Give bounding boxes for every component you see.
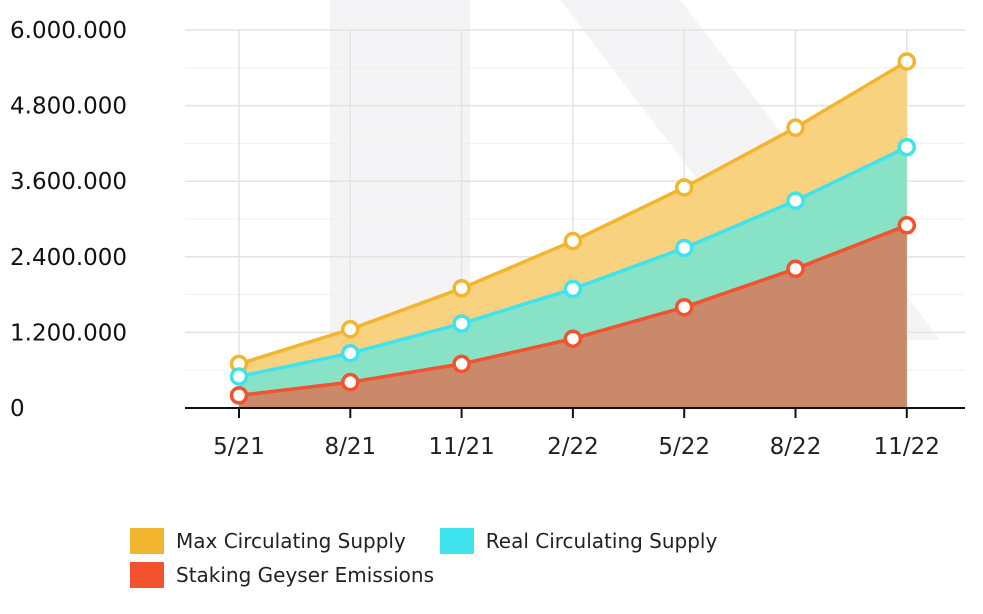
data-point-series-0[interactable] xyxy=(674,178,694,197)
y-tick-label: 6.000.000 xyxy=(10,18,127,44)
y-tick-label: 2.400.000 xyxy=(10,245,127,271)
data-point-series-2[interactable] xyxy=(229,386,249,405)
x-tick-label: 11/22 xyxy=(874,434,940,460)
y-axis-ticks: 0 1.200.000 2.400.000 3.600.000 4.800.000 6.0… xyxy=(10,18,127,422)
data-point-series-1[interactable] xyxy=(341,343,360,363)
area-chart: 0 1.200.000 2.400.000 3.600.000 4.800.000 6.0… xyxy=(10,0,965,460)
data-point-series-1[interactable] xyxy=(452,314,471,333)
legend-item-staking-geyser-emissions[interactable]: Staking Geyser Emissions xyxy=(130,562,434,588)
data-point-series-2[interactable] xyxy=(674,297,694,317)
x-axis-ticks: 5/21 8/21 11/21 2/22 5/22 8/22 11/22 xyxy=(213,434,940,460)
data-point-series-0[interactable] xyxy=(563,231,583,251)
legend-item-max-circulating-supply[interactable]: Max Circulating Supply xyxy=(130,528,406,554)
legend-swatch-staking xyxy=(130,562,164,588)
data-point-series-2[interactable] xyxy=(452,354,471,374)
data-point-series-1[interactable] xyxy=(897,137,917,157)
legend-label-staking: Staking Geyser Emissions xyxy=(176,563,435,587)
data-point-series-0[interactable] xyxy=(452,279,471,298)
data-point-series-0[interactable] xyxy=(897,52,917,71)
chart-legend: Max Circulating Supply Real Circulating … xyxy=(130,524,890,592)
y-tick-label: 4.800.000 xyxy=(10,94,127,120)
area-series-2 xyxy=(239,225,907,408)
legend-swatch-real xyxy=(439,528,474,554)
x-tick-label: 5/21 xyxy=(213,434,265,460)
data-point-series-1[interactable] xyxy=(563,279,583,299)
y-tick-label: 0 xyxy=(10,396,25,422)
x-tick-label: 5/22 xyxy=(658,434,710,460)
data-point-series-1[interactable] xyxy=(786,191,805,210)
y-tick-label: 3.600.000 xyxy=(10,169,127,195)
x-tick-label: 8/22 xyxy=(770,434,822,460)
legend-label-max: Max Circulating Supply xyxy=(176,529,406,553)
data-point-series-1[interactable] xyxy=(229,367,249,386)
legend-row-2: Staking Geyser Emissions xyxy=(130,558,890,592)
data-point-series-2[interactable] xyxy=(341,372,360,392)
data-point-series-2[interactable] xyxy=(786,259,805,279)
data-point-series-0[interactable] xyxy=(341,320,360,339)
x-tick-label: 2/22 xyxy=(547,434,599,460)
legend-swatch-max xyxy=(130,528,164,554)
data-point-series-0[interactable] xyxy=(786,118,805,137)
legend-item-real-circulating-supply[interactable]: Real Circulating Supply xyxy=(439,528,718,554)
legend-row-1: Max Circulating Supply Real Circulating … xyxy=(130,524,890,558)
chart-points xyxy=(229,52,917,405)
chart-areas xyxy=(239,61,907,408)
data-point-series-2[interactable] xyxy=(897,216,917,235)
x-tick-label: 8/21 xyxy=(324,434,376,460)
y-tick-label: 1.200.000 xyxy=(10,320,127,346)
data-point-series-2[interactable] xyxy=(563,329,583,348)
x-axis xyxy=(185,407,965,418)
x-tick-label: 11/21 xyxy=(428,434,494,460)
data-point-series-1[interactable] xyxy=(674,238,694,258)
legend-label-real: Real Circulating Supply xyxy=(485,529,718,553)
